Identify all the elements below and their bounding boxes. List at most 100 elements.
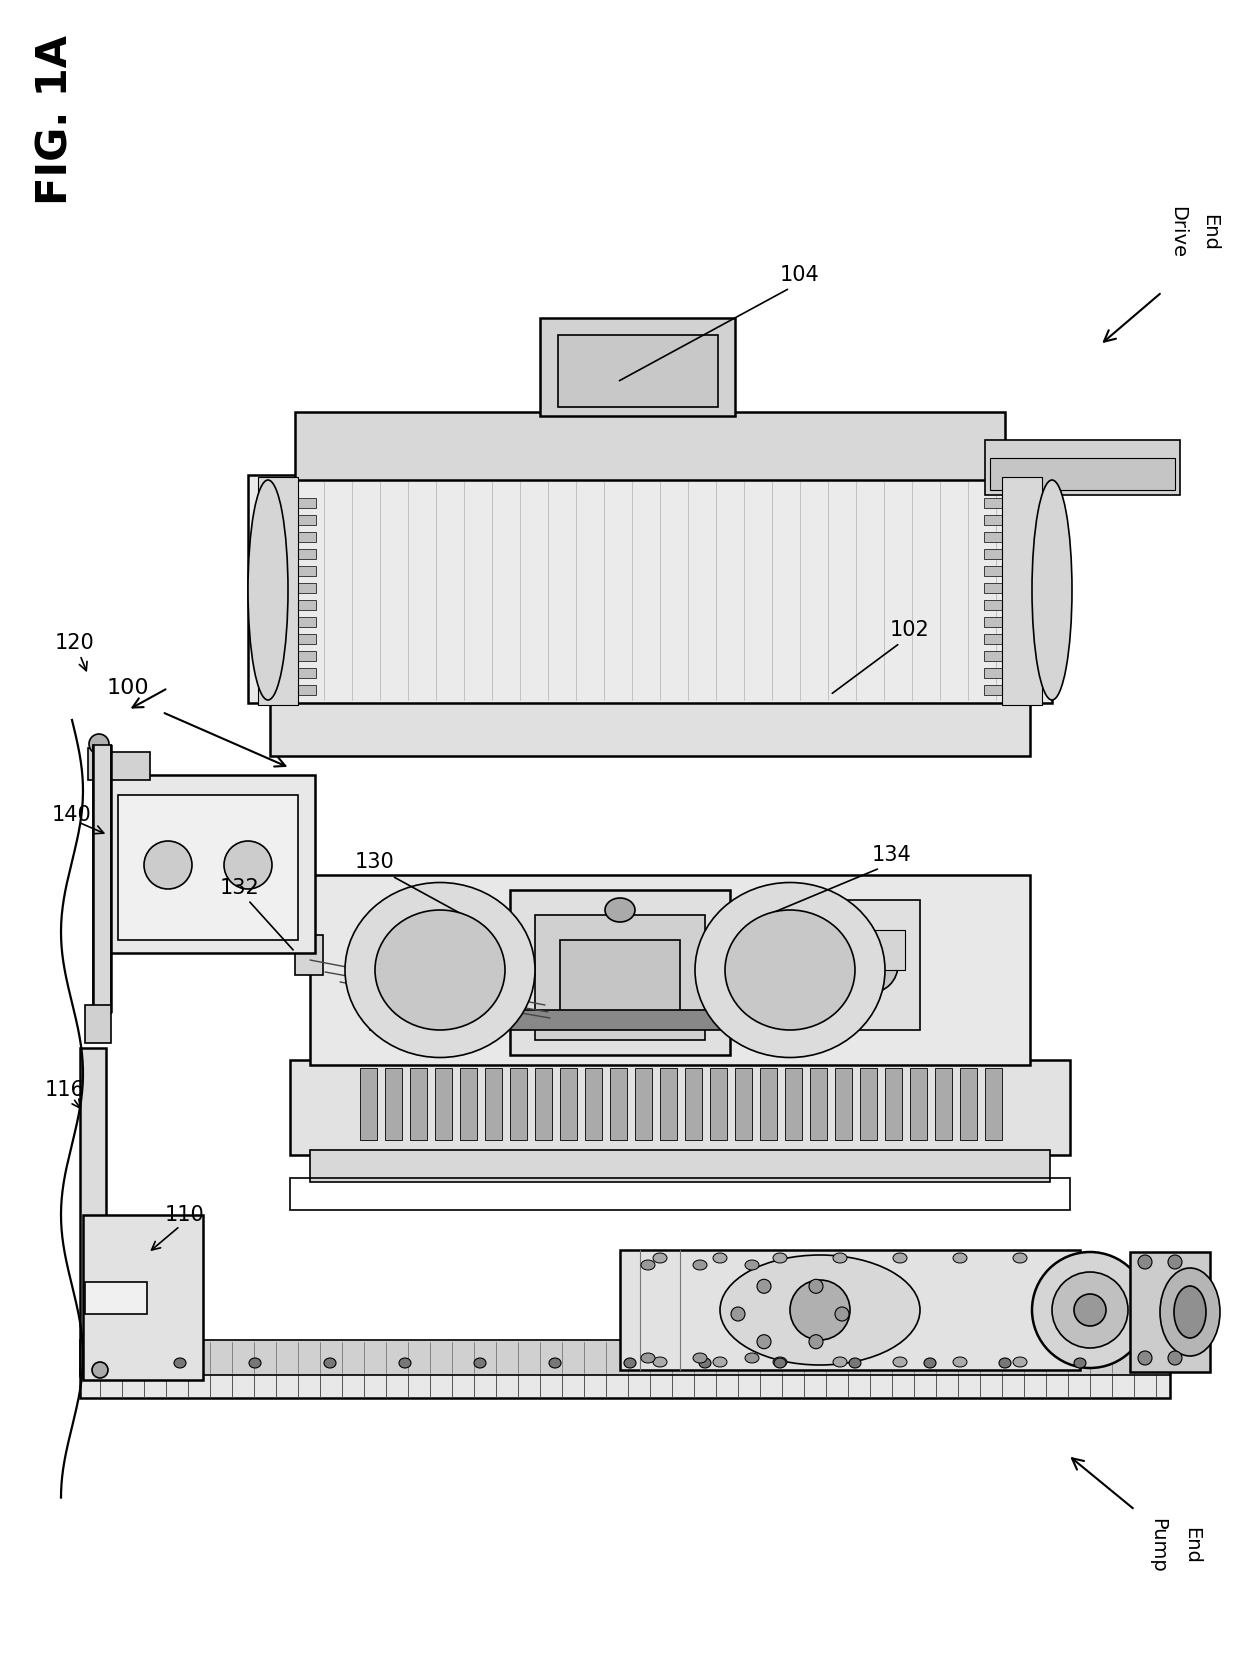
Bar bbox=[81, 1370, 1171, 1399]
Bar bbox=[270, 698, 1030, 756]
Ellipse shape bbox=[324, 1359, 336, 1369]
Bar bbox=[384, 1069, 402, 1140]
Ellipse shape bbox=[249, 1359, 260, 1369]
Bar bbox=[985, 499, 1032, 509]
Bar bbox=[711, 1069, 727, 1140]
Bar bbox=[118, 795, 298, 940]
Ellipse shape bbox=[808, 1279, 823, 1292]
Bar bbox=[985, 532, 1032, 542]
Ellipse shape bbox=[835, 1307, 849, 1321]
Bar bbox=[268, 548, 316, 558]
Text: End: End bbox=[1183, 1526, 1202, 1564]
Ellipse shape bbox=[174, 1359, 186, 1369]
Bar bbox=[410, 1069, 427, 1140]
Bar bbox=[108, 752, 150, 780]
Bar bbox=[360, 1069, 377, 1140]
Ellipse shape bbox=[224, 842, 272, 890]
Bar bbox=[460, 1069, 477, 1140]
Bar bbox=[268, 532, 316, 542]
Bar bbox=[290, 1060, 1070, 1155]
Ellipse shape bbox=[732, 1307, 745, 1321]
Ellipse shape bbox=[641, 1259, 655, 1269]
Ellipse shape bbox=[653, 1357, 667, 1367]
Bar bbox=[735, 1069, 751, 1140]
Ellipse shape bbox=[773, 1253, 787, 1263]
Bar bbox=[610, 1069, 627, 1140]
Bar bbox=[268, 684, 316, 694]
Bar bbox=[985, 441, 1180, 495]
Bar bbox=[820, 900, 920, 1031]
Bar bbox=[835, 930, 905, 969]
Bar bbox=[370, 1011, 849, 1031]
Ellipse shape bbox=[345, 883, 534, 1057]
Bar bbox=[435, 1069, 453, 1140]
Bar bbox=[93, 746, 112, 1012]
Ellipse shape bbox=[693, 1354, 707, 1364]
Ellipse shape bbox=[1032, 1253, 1148, 1369]
Ellipse shape bbox=[605, 898, 635, 921]
Bar bbox=[885, 1069, 901, 1140]
Bar bbox=[684, 1069, 702, 1140]
Ellipse shape bbox=[745, 1259, 759, 1269]
Bar bbox=[310, 1150, 1050, 1181]
Ellipse shape bbox=[641, 1354, 655, 1364]
Text: 110: 110 bbox=[165, 1205, 205, 1225]
Ellipse shape bbox=[1074, 1294, 1106, 1326]
Text: 140: 140 bbox=[52, 805, 92, 825]
Bar bbox=[268, 515, 316, 525]
Bar bbox=[485, 1069, 502, 1140]
Bar bbox=[620, 1249, 1080, 1370]
Bar bbox=[100, 775, 315, 953]
Ellipse shape bbox=[693, 1259, 707, 1269]
Bar bbox=[660, 1069, 677, 1140]
Bar bbox=[268, 567, 316, 577]
Bar bbox=[985, 651, 1032, 661]
Ellipse shape bbox=[773, 1357, 787, 1367]
Ellipse shape bbox=[144, 842, 192, 890]
Bar bbox=[985, 583, 1032, 593]
Bar bbox=[83, 1215, 203, 1380]
Bar bbox=[510, 890, 730, 1056]
Ellipse shape bbox=[1138, 1350, 1152, 1365]
Bar bbox=[510, 1069, 527, 1140]
Text: 134: 134 bbox=[872, 845, 911, 865]
Text: 100: 100 bbox=[107, 678, 149, 698]
Bar bbox=[558, 335, 718, 408]
Ellipse shape bbox=[954, 1357, 967, 1367]
Bar bbox=[268, 651, 316, 661]
Ellipse shape bbox=[1168, 1350, 1182, 1365]
Bar bbox=[785, 1069, 802, 1140]
Bar bbox=[985, 567, 1032, 577]
Ellipse shape bbox=[774, 1359, 786, 1369]
Text: 130: 130 bbox=[355, 852, 394, 872]
Bar bbox=[1130, 1253, 1210, 1372]
Ellipse shape bbox=[1013, 1357, 1027, 1367]
Ellipse shape bbox=[756, 1279, 771, 1292]
Bar bbox=[1002, 477, 1042, 704]
Bar bbox=[910, 1069, 928, 1140]
Ellipse shape bbox=[713, 1253, 727, 1263]
Text: 104: 104 bbox=[780, 265, 820, 285]
Bar bbox=[985, 684, 1032, 694]
Ellipse shape bbox=[893, 1253, 906, 1263]
Bar bbox=[258, 477, 298, 704]
Bar bbox=[585, 1069, 601, 1140]
Bar bbox=[534, 915, 706, 1041]
Ellipse shape bbox=[1159, 1268, 1220, 1355]
Ellipse shape bbox=[694, 883, 885, 1057]
Ellipse shape bbox=[89, 734, 109, 754]
Text: 132: 132 bbox=[221, 878, 260, 898]
Ellipse shape bbox=[399, 1359, 410, 1369]
Ellipse shape bbox=[1168, 1254, 1182, 1269]
Text: 102: 102 bbox=[890, 620, 930, 640]
Bar bbox=[985, 635, 1032, 645]
Bar bbox=[81, 1047, 105, 1375]
Ellipse shape bbox=[1052, 1273, 1128, 1349]
Ellipse shape bbox=[833, 1253, 847, 1263]
Bar bbox=[86, 1006, 112, 1042]
Bar bbox=[268, 635, 316, 645]
Bar bbox=[248, 476, 1052, 703]
Ellipse shape bbox=[808, 1334, 823, 1349]
Bar bbox=[985, 600, 1032, 610]
Bar bbox=[268, 499, 316, 509]
